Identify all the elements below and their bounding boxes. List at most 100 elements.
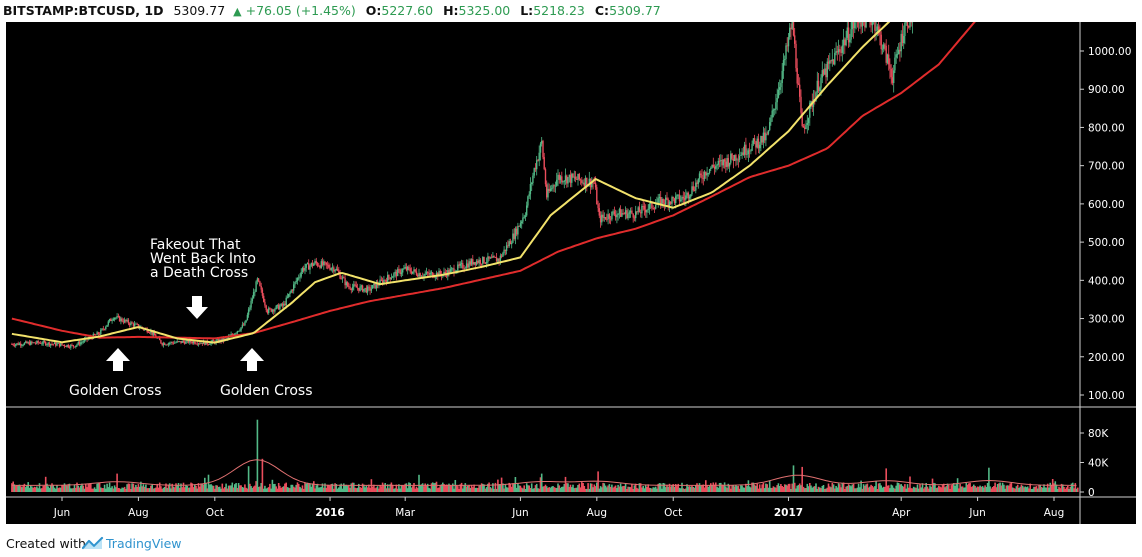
candle-body — [216, 339, 218, 341]
volume-bar — [1055, 484, 1058, 492]
candle-body — [557, 174, 559, 180]
volume-bar — [607, 485, 609, 492]
volume-bar — [132, 483, 135, 492]
volume-bar — [310, 486, 313, 492]
volume-bar — [345, 484, 348, 492]
volume-bar — [97, 482, 100, 492]
volume-bar — [1006, 485, 1009, 492]
volume-bar — [586, 488, 588, 492]
candle-body — [820, 77, 822, 88]
tradingview-logo-icon[interactable] — [82, 536, 104, 550]
volume-bar — [341, 488, 344, 492]
candle-body — [512, 233, 514, 243]
volume-bar — [1010, 482, 1013, 492]
candle-body — [888, 54, 890, 65]
price-tick-label: 900.00 — [1088, 84, 1125, 96]
candle-body — [834, 52, 836, 65]
volume-bar — [648, 487, 651, 492]
volume-bar — [956, 478, 959, 492]
candle-body — [237, 330, 240, 332]
volume-bar — [914, 487, 916, 492]
candle-body — [60, 343, 62, 347]
volume-bar — [16, 485, 18, 492]
volume-bar — [1014, 488, 1016, 492]
candle-body — [349, 286, 351, 289]
volume-bar — [423, 486, 425, 492]
candle-body — [502, 253, 504, 257]
volume-bar — [68, 483, 71, 492]
candle-body — [748, 150, 751, 152]
volume-bar — [459, 484, 462, 492]
volume-bar — [49, 485, 52, 492]
candle-body — [100, 329, 102, 335]
volume-bar — [371, 486, 374, 492]
candle-body — [42, 341, 44, 344]
volume-bar — [805, 488, 807, 492]
volume-bar — [732, 485, 735, 492]
candle-body — [116, 316, 118, 318]
volume-bar — [811, 487, 814, 492]
price-axis[interactable]: 1000.00900.00800.00700.00600.00500.00400… — [1080, 46, 1131, 402]
candle-body — [438, 270, 440, 277]
volume-bar — [683, 489, 686, 492]
volume-bar — [933, 482, 935, 492]
candle-body — [62, 344, 64, 346]
volume-bar — [772, 486, 775, 492]
candle-body — [244, 322, 246, 326]
candle-body — [697, 178, 699, 184]
candle-body — [241, 324, 244, 328]
volume-bar — [67, 484, 70, 492]
candle-body — [718, 160, 721, 162]
volume-bar — [717, 487, 720, 492]
volume-bar — [736, 486, 738, 492]
volume-bar — [842, 482, 845, 492]
volume-bar — [855, 488, 857, 492]
volume-bar — [313, 481, 315, 492]
volume-bar — [53, 487, 56, 492]
volume-bar — [577, 485, 579, 492]
volume-bar — [1077, 487, 1079, 492]
candle-body — [796, 68, 798, 84]
volume-bar — [38, 483, 41, 492]
candle-body — [289, 292, 291, 294]
tradingview-link[interactable]: TradingView — [106, 536, 182, 551]
volume-bar — [306, 482, 309, 492]
volume-bar — [753, 484, 756, 492]
volume-bar — [326, 484, 329, 492]
candle-body — [566, 175, 568, 184]
candle-body — [686, 192, 688, 196]
volume-bar — [730, 488, 732, 492]
candle-body — [643, 206, 646, 210]
volume-bar — [821, 486, 824, 492]
candle-body — [132, 323, 135, 327]
volume-bar — [219, 486, 221, 492]
candle-body — [120, 318, 122, 322]
volume-bar — [492, 483, 494, 492]
candle-body — [626, 210, 628, 219]
volume-bar — [611, 484, 613, 492]
candle-body — [573, 176, 575, 178]
price-chart[interactable]: 1000.00900.00800.00700.00600.00500.00400… — [0, 22, 1142, 530]
volume-bar — [691, 485, 693, 492]
volume-bar — [399, 488, 401, 492]
time-axis[interactable]: Jun Aug Oct 2016 Mar Jun Aug Oct 2017 Apr Jun Aug — [53, 497, 1064, 519]
candle-body — [592, 182, 594, 184]
candle-body — [537, 160, 539, 162]
candle-body — [852, 22, 855, 29]
volume-bar — [287, 487, 290, 492]
created-with-label: Created with — [6, 536, 86, 551]
candle-body — [467, 263, 469, 268]
candle-body — [517, 225, 519, 235]
volume-bar — [301, 485, 304, 492]
candle-body — [414, 269, 416, 272]
candle-body — [569, 174, 572, 183]
volume-bar — [380, 486, 383, 492]
candle-body — [774, 109, 776, 110]
candle-body — [647, 208, 649, 211]
candle-body — [360, 285, 363, 287]
volume-bar — [220, 488, 222, 492]
volume-bar — [156, 483, 158, 492]
volume-bar — [43, 485, 46, 492]
volume-bar — [162, 487, 165, 492]
